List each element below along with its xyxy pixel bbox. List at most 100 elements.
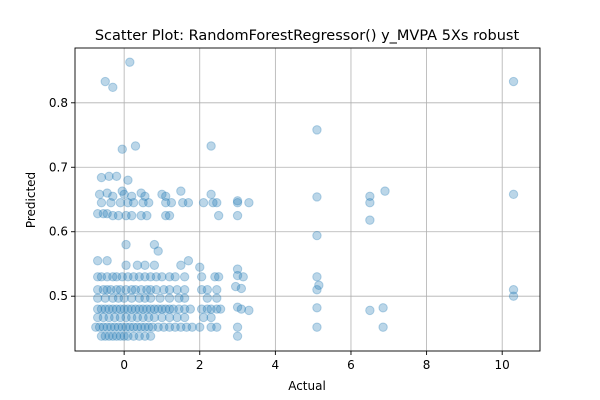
data-point — [365, 191, 375, 201]
data-point — [149, 239, 160, 250]
data-point — [145, 293, 156, 303]
data-point — [132, 260, 143, 270]
data-point — [125, 322, 135, 332]
x-tick-label: 4 — [272, 358, 280, 372]
data-point — [132, 322, 143, 332]
data-point — [140, 191, 150, 201]
data-point — [127, 304, 137, 314]
data-point — [140, 272, 150, 282]
data-point — [127, 210, 137, 221]
data-point — [123, 198, 133, 208]
data-point — [202, 285, 213, 295]
data-point — [104, 312, 114, 323]
data-point — [181, 322, 192, 332]
data-point — [196, 272, 207, 282]
y-axis-label: Predicted — [24, 172, 38, 228]
data-point — [108, 191, 118, 201]
y-tick-label: 0.8 — [49, 96, 68, 110]
data-point — [91, 322, 101, 332]
data-point — [145, 304, 156, 314]
data-point — [312, 322, 322, 332]
data-point — [161, 210, 171, 221]
data-point — [202, 304, 213, 314]
data-point — [151, 272, 161, 282]
data-point — [117, 144, 127, 154]
data-point — [365, 305, 375, 316]
data-point — [136, 188, 146, 198]
data-point — [157, 312, 167, 323]
data-point — [176, 186, 186, 196]
data-point — [142, 285, 152, 295]
plot-area-frame — [74, 47, 541, 352]
data-point — [151, 285, 161, 295]
data-point — [92, 272, 103, 282]
data-point — [230, 281, 241, 292]
data-point — [172, 312, 182, 323]
data-point — [106, 322, 116, 332]
data-point — [508, 291, 519, 301]
data-point — [128, 331, 139, 341]
x-tick-label: 0 — [120, 358, 128, 372]
data-point — [138, 304, 148, 314]
data-point — [117, 186, 127, 196]
data-point — [119, 304, 129, 314]
data-point — [164, 272, 175, 282]
data-point — [102, 256, 112, 266]
data-point — [128, 198, 139, 208]
data-point — [202, 293, 213, 303]
data-point — [144, 322, 154, 332]
data-point — [119, 293, 129, 303]
data-point — [166, 198, 177, 208]
scatter-points — [91, 57, 519, 341]
data-point — [206, 312, 216, 323]
data-point — [164, 285, 175, 295]
y-tick-label: 0.5 — [49, 289, 68, 303]
data-point — [378, 303, 388, 313]
data-point — [111, 304, 122, 314]
data-point — [113, 210, 124, 221]
data-point — [508, 285, 519, 295]
data-point — [378, 322, 388, 332]
x-tick-label: 10 — [495, 358, 510, 372]
data-point — [102, 322, 112, 332]
data-point — [119, 189, 129, 200]
data-point — [232, 210, 243, 221]
data-point — [108, 293, 118, 303]
data-point — [232, 331, 243, 341]
data-point — [149, 260, 160, 270]
data-point — [136, 285, 146, 295]
data-point — [115, 331, 126, 341]
data-point — [212, 304, 222, 314]
data-point — [149, 304, 160, 314]
data-point — [92, 312, 103, 323]
data-point — [232, 302, 243, 312]
data-point — [121, 285, 131, 295]
data-point — [115, 304, 126, 314]
x-tick-label: 8 — [423, 358, 431, 372]
data-point — [232, 264, 243, 274]
data-point — [145, 285, 156, 295]
data-point — [117, 272, 127, 282]
data-point — [164, 312, 175, 323]
data-point — [153, 322, 163, 332]
data-point — [508, 189, 519, 200]
data-point — [170, 322, 180, 332]
data-point — [92, 285, 103, 295]
data-point — [108, 82, 118, 93]
data-point — [236, 283, 247, 294]
data-point — [111, 331, 122, 341]
data-point — [92, 293, 103, 303]
data-point — [212, 198, 222, 208]
data-point — [312, 125, 322, 135]
data-point — [238, 272, 248, 282]
data-point — [127, 293, 137, 303]
data-point — [108, 331, 118, 341]
data-point — [134, 272, 144, 282]
data-point — [98, 322, 109, 332]
data-point — [198, 198, 209, 208]
data-point — [164, 210, 175, 221]
data-point — [109, 312, 120, 323]
data-point — [365, 215, 375, 225]
data-point — [111, 171, 122, 181]
